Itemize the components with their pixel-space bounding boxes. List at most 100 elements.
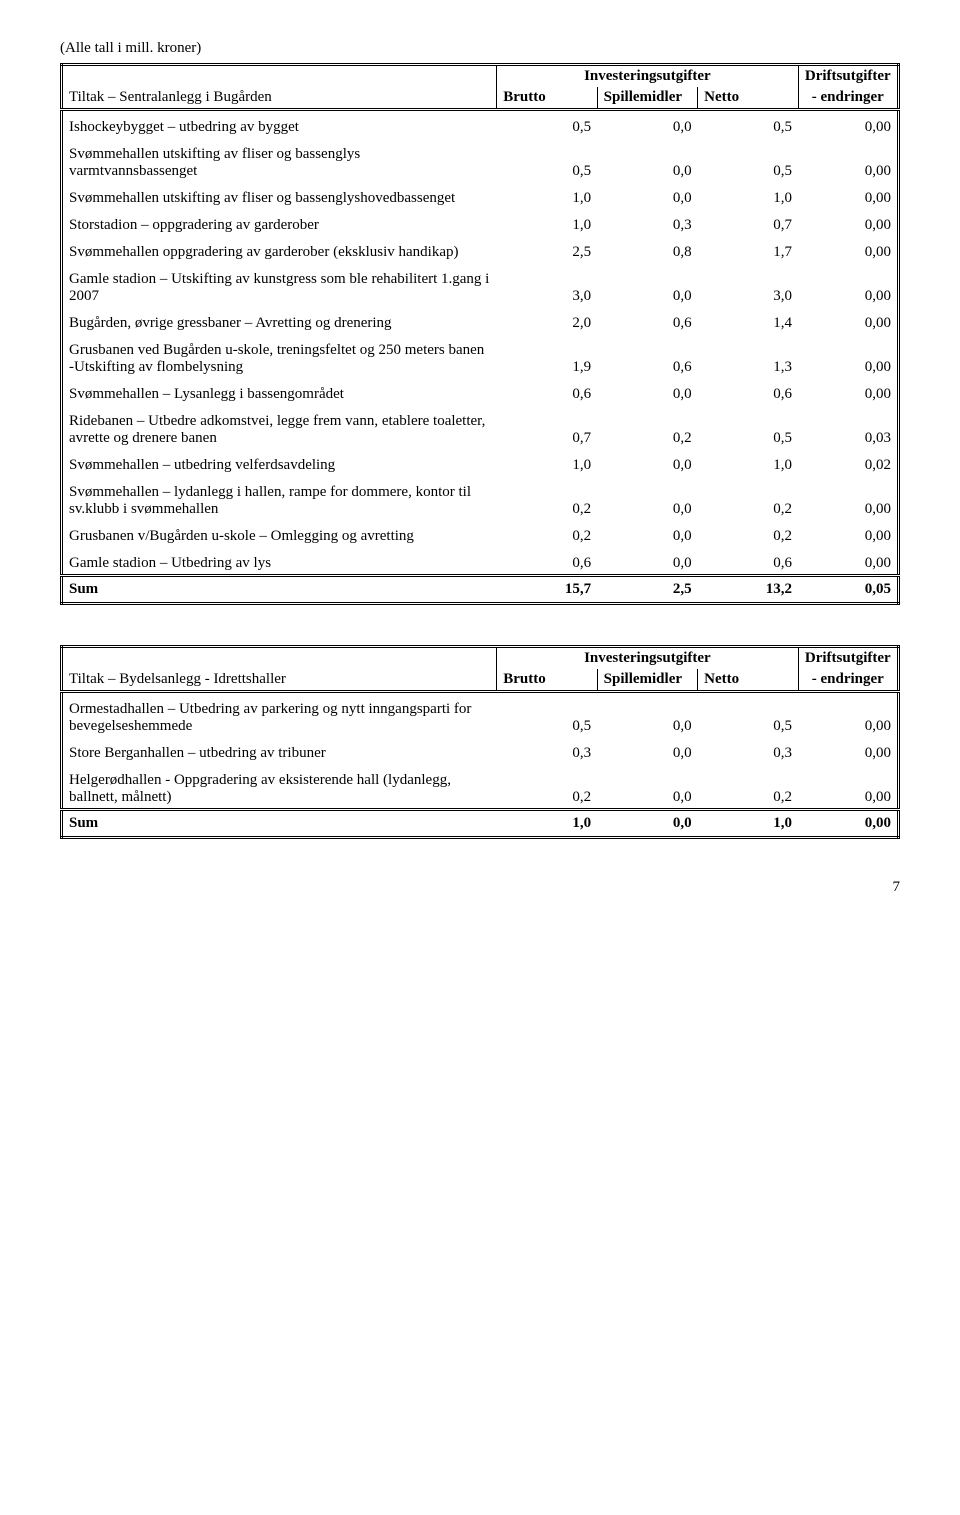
cell-netto: 1,4 — [698, 307, 798, 334]
cell-drift: 0,00 — [798, 547, 898, 576]
table-row: Svømmehallen – Lysanlegg i bassengområde… — [62, 378, 899, 405]
sum-drift: 0,00 — [798, 810, 898, 838]
cell-drift: 0,00 — [798, 764, 898, 810]
cell-spillemidler: 0,0 — [597, 692, 697, 738]
cell-spillemidler: 0,0 — [597, 476, 697, 520]
units-note: (Alle tall i mill. kroner) — [60, 40, 900, 57]
cell-netto: 1,0 — [698, 182, 798, 209]
cell-drift: 0,00 — [798, 307, 898, 334]
header-netto: Netto — [698, 87, 798, 110]
sum-label: Sum — [62, 810, 497, 838]
cell-spillemidler: 0,0 — [597, 378, 697, 405]
sum-spillemidler: 2,5 — [597, 576, 697, 604]
row-label: Ridebanen – Utbedre adkomstvei, legge fr… — [62, 405, 497, 449]
row-label: Grusbanen v/Bugården u-skole – Omlegging… — [62, 520, 497, 547]
header-endringer: - endringer — [798, 669, 898, 692]
cell-netto: 0,5 — [698, 692, 798, 738]
cell-netto: 0,5 — [698, 110, 798, 139]
cell-netto: 0,5 — [698, 405, 798, 449]
table2-title: Tiltak – Bydelsanlegg - Idrettshaller — [62, 669, 497, 692]
sum-brutto: 15,7 — [497, 576, 597, 604]
cell-spillemidler: 0,0 — [597, 263, 697, 307]
table-row: Svømmehallen – utbedring velferdsavdelin… — [62, 449, 899, 476]
table-row: Ishockeybygget – utbedring av bygget0,50… — [62, 110, 899, 139]
cell-netto: 0,6 — [698, 547, 798, 576]
cell-netto: 3,0 — [698, 263, 798, 307]
cell-netto: 0,2 — [698, 764, 798, 810]
cell-netto: 0,7 — [698, 209, 798, 236]
table-sentralanlegg: Investeringsutgifter Driftsutgifter Tilt… — [60, 63, 900, 605]
cell-netto: 1,0 — [698, 449, 798, 476]
sum-netto: 1,0 — [698, 810, 798, 838]
header-brutto: Brutto — [497, 87, 597, 110]
header-investeringsutgifter: Investeringsutgifter — [497, 647, 798, 670]
sum-drift: 0,05 — [798, 576, 898, 604]
row-label: Ishockeybygget – utbedring av bygget — [62, 110, 497, 139]
cell-spillemidler: 0,3 — [597, 209, 697, 236]
cell-spillemidler: 0,6 — [597, 334, 697, 378]
row-label: Svømmehallen utskifting av fliser og bas… — [62, 182, 497, 209]
cell-drift: 0,00 — [798, 138, 898, 182]
row-label: Svømmehallen – Lysanlegg i bassengområde… — [62, 378, 497, 405]
cell-drift: 0,00 — [798, 182, 898, 209]
sum-netto: 13,2 — [698, 576, 798, 604]
cell-brutto: 2,0 — [497, 307, 597, 334]
table-row: Ormestadhallen – Utbedring av parkering … — [62, 692, 899, 738]
cell-brutto: 0,5 — [497, 110, 597, 139]
cell-brutto: 0,3 — [497, 737, 597, 764]
cell-brutto: 2,5 — [497, 236, 597, 263]
cell-spillemidler: 0,0 — [597, 764, 697, 810]
cell-netto: 0,5 — [698, 138, 798, 182]
table-row: Gamle stadion – Utskifting av kunstgress… — [62, 263, 899, 307]
cell-brutto: 3,0 — [497, 263, 597, 307]
row-label: Ormestadhallen – Utbedring av parkering … — [62, 692, 497, 738]
page-number: 7 — [60, 879, 900, 896]
header-endringer: - endringer — [798, 87, 898, 110]
row-label: Bugården, øvrige gressbaner – Avretting … — [62, 307, 497, 334]
table-row: Storstadion – oppgradering av garderober… — [62, 209, 899, 236]
header-netto: Netto — [698, 669, 798, 692]
cell-netto: 0,3 — [698, 737, 798, 764]
table-row: Bugården, øvrige gressbaner – Avretting … — [62, 307, 899, 334]
cell-netto: 1,3 — [698, 334, 798, 378]
cell-drift: 0,00 — [798, 737, 898, 764]
cell-drift: 0,00 — [798, 236, 898, 263]
table-row: Svømmehallen utskifting av fliser og bas… — [62, 182, 899, 209]
table-row: Grusbanen ved Bugården u-skole, trenings… — [62, 334, 899, 378]
cell-drift: 0,00 — [798, 209, 898, 236]
cell-brutto: 1,0 — [497, 182, 597, 209]
sum-row: Sum15,72,513,20,05 — [62, 576, 899, 604]
cell-spillemidler: 0,2 — [597, 405, 697, 449]
cell-brutto: 0,2 — [497, 764, 597, 810]
cell-netto: 0,2 — [698, 476, 798, 520]
row-label: Gamle stadion – Utskifting av kunstgress… — [62, 263, 497, 307]
cell-brutto: 0,7 — [497, 405, 597, 449]
row-label: Gamle stadion – Utbedring av lys — [62, 547, 497, 576]
header-spillemidler: Spillemidler — [597, 87, 697, 110]
cell-spillemidler: 0,6 — [597, 307, 697, 334]
cell-drift: 0,00 — [798, 263, 898, 307]
cell-netto: 0,6 — [698, 378, 798, 405]
table-row: Ridebanen – Utbedre adkomstvei, legge fr… — [62, 405, 899, 449]
cell-brutto: 1,9 — [497, 334, 597, 378]
cell-spillemidler: 0,0 — [597, 520, 697, 547]
table-row: Store Berganhallen – utbedring av tribun… — [62, 737, 899, 764]
cell-spillemidler: 0,0 — [597, 737, 697, 764]
row-label: Store Berganhallen – utbedring av tribun… — [62, 737, 497, 764]
table-row: Gamle stadion – Utbedring av lys0,60,00,… — [62, 547, 899, 576]
sum-label: Sum — [62, 576, 497, 604]
header-brutto: Brutto — [497, 669, 597, 692]
header-investeringsutgifter: Investeringsutgifter — [497, 65, 798, 88]
table-row: Svømmehallen – lydanlegg i hallen, rampe… — [62, 476, 899, 520]
cell-spillemidler: 0,0 — [597, 449, 697, 476]
cell-brutto: 1,0 — [497, 209, 597, 236]
cell-spillemidler: 0,0 — [597, 110, 697, 139]
cell-drift: 0,02 — [798, 449, 898, 476]
header-driftsutgifter: Driftsutgifter — [798, 647, 898, 670]
cell-netto: 0,2 — [698, 520, 798, 547]
cell-netto: 1,7 — [698, 236, 798, 263]
sum-brutto: 1,0 — [497, 810, 597, 838]
cell-spillemidler: 0,0 — [597, 182, 697, 209]
cell-drift: 0,00 — [798, 334, 898, 378]
row-label: Svømmehallen utskifting av fliser og bas… — [62, 138, 497, 182]
